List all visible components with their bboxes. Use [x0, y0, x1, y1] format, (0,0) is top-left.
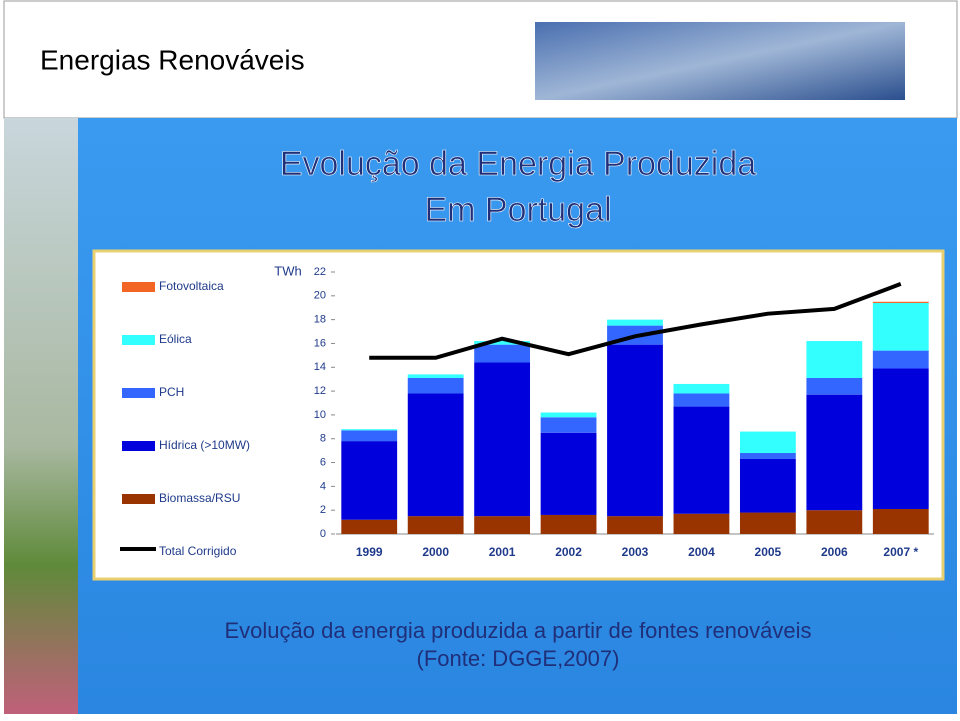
bar	[474, 362, 531, 517]
x-tick-label: 1999	[356, 545, 383, 559]
x-tick-label: 2006	[821, 545, 848, 559]
bar	[407, 377, 464, 394]
bar	[872, 508, 929, 534]
y-axis-label: TWh	[274, 263, 301, 278]
y-tick-label: 10	[314, 409, 326, 421]
y-tick-label: 2	[320, 504, 326, 516]
bar	[872, 368, 929, 509]
line	[369, 282, 902, 360]
legend-swatch	[122, 494, 155, 504]
bar	[673, 393, 730, 407]
bar	[540, 432, 597, 515]
bar	[407, 516, 464, 534]
bar	[806, 510, 863, 534]
legend-swatch	[122, 335, 155, 345]
bar	[872, 301, 929, 303]
slide-title: Evolução da Energia Produzida	[280, 145, 756, 183]
y-tick-label: 4	[320, 480, 326, 492]
x-tick-label: 2004	[688, 545, 715, 559]
x-tick-label: 2003	[622, 545, 649, 559]
legend-swatch	[122, 441, 155, 451]
slide-subtitle: Em Portugal	[424, 191, 611, 229]
bar	[607, 344, 663, 517]
y-tick-label: 6	[320, 456, 326, 468]
bar	[739, 458, 796, 513]
legend-label: Biomassa/RSU	[159, 491, 240, 505]
header-title: Energias Renováveis	[40, 44, 305, 75]
x-tick-label: 2001	[489, 545, 516, 559]
bar	[806, 341, 863, 378]
legend-label: Fotovoltaica	[159, 279, 224, 293]
x-tick-label: 2002	[555, 545, 582, 559]
bar	[540, 417, 597, 433]
legend-label: Total Corrigido	[159, 544, 237, 558]
y-tick-label: 8	[320, 433, 326, 445]
bar	[341, 519, 398, 534]
bar	[673, 513, 730, 534]
legend-label: Hídrica (>10MW)	[159, 438, 250, 452]
legend-swatch	[122, 282, 155, 292]
y-tick-label: 20	[314, 290, 326, 302]
legend-label: Eólica	[159, 332, 192, 346]
bar	[341, 441, 398, 520]
caption: (Fonte: DGGE,2007)	[417, 646, 620, 671]
bar	[673, 406, 730, 514]
y-tick-label: 14	[314, 361, 326, 373]
bar	[474, 516, 531, 534]
bar	[806, 394, 863, 511]
bar	[540, 412, 597, 418]
bar	[806, 377, 863, 395]
side-photo	[4, 118, 78, 714]
bar	[341, 429, 398, 431]
bar	[872, 350, 929, 369]
bar	[739, 512, 796, 534]
bar	[872, 302, 929, 351]
y-tick-label: 18	[314, 314, 326, 326]
x-tick-label: 2000	[422, 545, 449, 559]
bar	[540, 514, 597, 534]
y-tick-label: 16	[314, 337, 326, 349]
bar	[739, 453, 796, 459]
bar	[739, 431, 796, 454]
bar	[407, 393, 464, 517]
bar	[673, 383, 730, 394]
y-tick-label: 12	[314, 385, 326, 397]
y-tick-label: 22	[314, 266, 326, 278]
legend-swatch	[122, 388, 155, 398]
x-tick-label: 2005	[755, 545, 782, 559]
bar	[607, 319, 663, 326]
bar	[474, 344, 531, 363]
header-photo	[535, 22, 905, 100]
bar	[341, 430, 398, 442]
bar	[474, 341, 531, 345]
bar	[607, 516, 663, 534]
bar	[407, 374, 464, 378]
x-tick-label: 2007 *	[883, 545, 918, 559]
y-tick-label: 0	[320, 528, 326, 540]
caption: Evolução da energia produzida a partir d…	[224, 618, 811, 643]
legend-label: PCH	[159, 385, 184, 399]
